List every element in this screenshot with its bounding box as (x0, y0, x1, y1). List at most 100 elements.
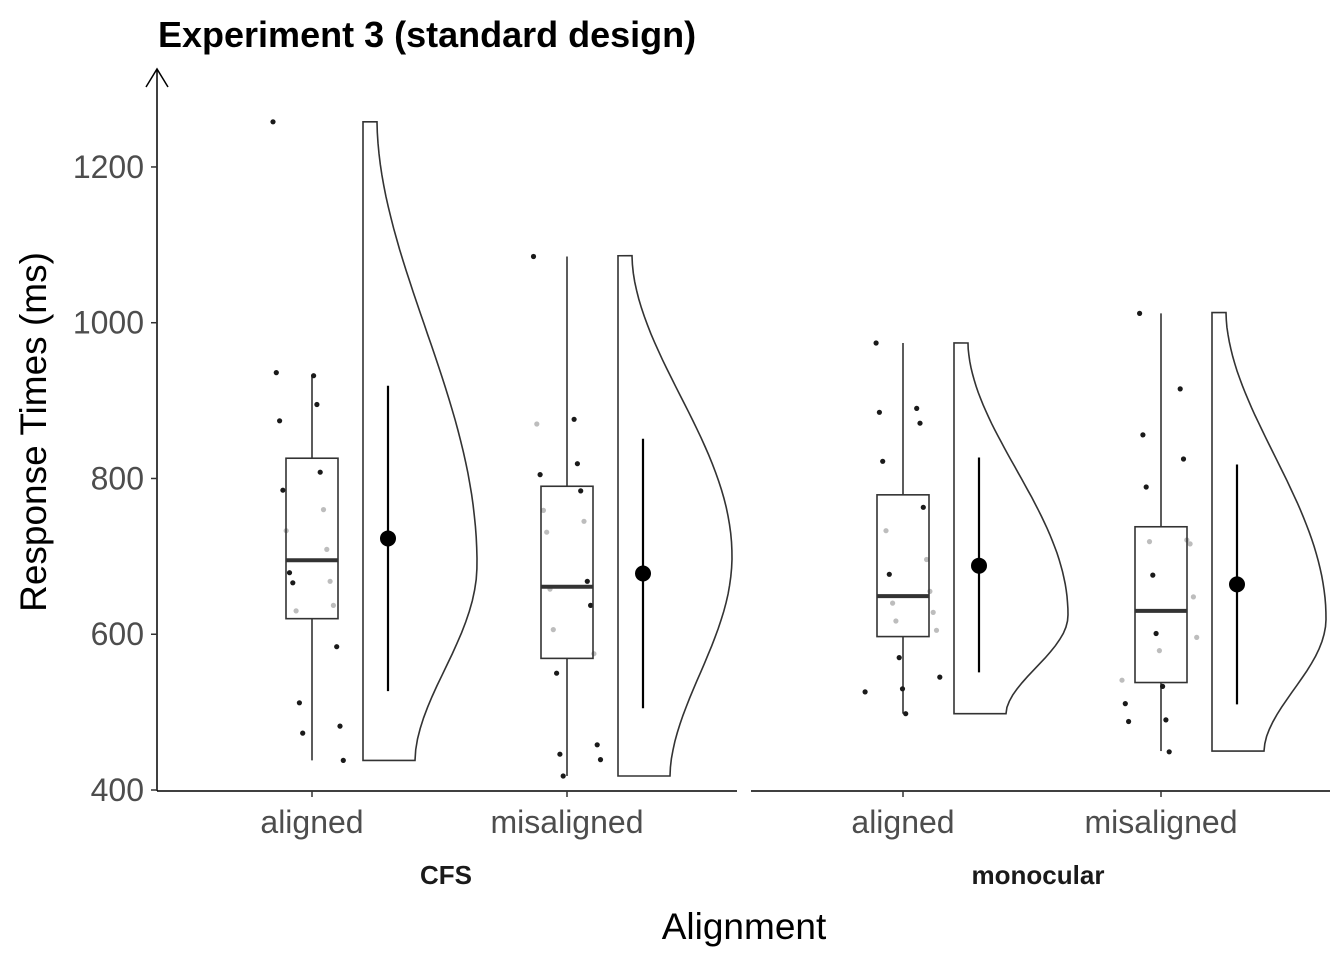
box (540, 485, 594, 660)
data-point (571, 416, 577, 422)
data-point (880, 458, 886, 464)
box (1134, 525, 1188, 684)
data-point (1122, 701, 1128, 707)
data-point (917, 420, 923, 426)
panels (157, 119, 1330, 792)
box (876, 494, 930, 638)
mean-point (1229, 576, 1245, 593)
y-tick-label: 400 (91, 772, 144, 808)
group-cfs-misaligned (530, 253, 733, 779)
data-point (270, 119, 276, 125)
violin (617, 254, 733, 777)
data-point (933, 627, 940, 633)
data-point (581, 518, 587, 524)
data-point (1190, 594, 1196, 600)
panel-monocular (751, 310, 1330, 792)
data-point (1146, 539, 1153, 545)
data-point (1187, 541, 1193, 547)
data-point (883, 528, 889, 534)
x-tick-label: misaligned (491, 804, 644, 840)
data-point (296, 700, 302, 706)
data-point (550, 627, 556, 633)
data-point (1119, 677, 1125, 683)
data-point (314, 401, 320, 408)
data-point (930, 609, 936, 616)
data-point (893, 618, 899, 624)
data-point (924, 556, 930, 563)
data-point (937, 674, 943, 680)
data-point (597, 757, 604, 763)
data-point (544, 529, 550, 535)
data-point (557, 751, 563, 757)
data-point (1126, 718, 1132, 725)
data-point (890, 600, 896, 606)
data-point (1194, 634, 1200, 641)
data-point (1143, 484, 1149, 490)
data-point (896, 655, 902, 661)
data-point (540, 507, 547, 513)
data-point (886, 571, 892, 577)
data-point (1140, 432, 1146, 438)
data-point (1156, 648, 1162, 654)
facet-label: monocular (972, 860, 1105, 890)
mean-point (380, 530, 396, 547)
group-cfs-aligned (270, 119, 478, 764)
y-tick-label: 800 (91, 460, 144, 496)
data-point (862, 689, 868, 695)
data-point (534, 421, 540, 427)
data-point (1137, 310, 1143, 316)
data-point (277, 418, 283, 424)
data-point (574, 461, 581, 467)
chart-title: Experiment 3 (standard design) (158, 14, 696, 55)
data-point (293, 608, 299, 614)
box (285, 457, 339, 620)
data-point (537, 472, 543, 478)
data-point (530, 253, 537, 260)
data-point (337, 723, 343, 729)
data-point (588, 602, 594, 609)
y-axis: 400 600 800 1000 1200 (73, 67, 169, 808)
y-axis-title: Response Times (ms) (13, 252, 54, 612)
data-point (1153, 630, 1159, 637)
data-point (873, 340, 879, 346)
data-point (334, 644, 340, 650)
data-point (327, 578, 333, 584)
violin (1211, 311, 1327, 752)
y-axis-arrow (145, 67, 169, 88)
x-tick-label: aligned (260, 804, 363, 840)
mean-point (635, 565, 651, 582)
x-tick-label: aligned (851, 804, 954, 840)
data-point (1150, 572, 1156, 578)
data-point (286, 570, 293, 576)
data-point (927, 588, 933, 595)
data-point (280, 487, 286, 493)
data-point (290, 580, 296, 586)
data-point (560, 773, 566, 779)
data-point (591, 651, 597, 657)
x-axis-title: Alignment (662, 906, 827, 947)
violin (362, 120, 478, 762)
data-point (554, 670, 560, 676)
violin (953, 342, 1069, 715)
data-point (320, 507, 327, 513)
data-point (1160, 683, 1166, 690)
group-monocular-aligned (862, 340, 1069, 717)
data-point (273, 370, 279, 376)
data-point (594, 742, 600, 748)
group-monocular-misaligned (1119, 310, 1327, 755)
mean-point (971, 557, 987, 574)
data-point (914, 405, 920, 411)
x-axis-labels: aligned misaligned CFS aligned misaligned mon… (260, 791, 1237, 890)
facet-label: CFS (420, 860, 472, 890)
data-point (899, 686, 906, 692)
data-point (317, 469, 323, 475)
data-point (330, 602, 336, 609)
data-point (1180, 456, 1187, 462)
data-point (1166, 749, 1172, 755)
data-point (1163, 717, 1169, 723)
data-point (578, 488, 584, 494)
x-tick-label: misaligned (1085, 804, 1238, 840)
data-point (876, 409, 883, 415)
data-point (1177, 386, 1183, 392)
